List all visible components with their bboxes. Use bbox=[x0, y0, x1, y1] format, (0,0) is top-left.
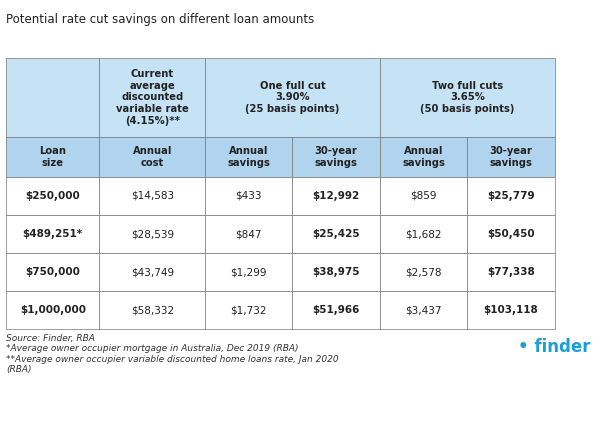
Text: $489,251*: $489,251* bbox=[23, 229, 83, 239]
FancyBboxPatch shape bbox=[205, 177, 292, 215]
Text: Annual
savings: Annual savings bbox=[227, 146, 270, 168]
FancyBboxPatch shape bbox=[292, 215, 380, 253]
Text: Two full cuts
3.65%
(50 basis points): Two full cuts 3.65% (50 basis points) bbox=[420, 81, 514, 114]
Text: • finder: • finder bbox=[519, 338, 591, 356]
FancyBboxPatch shape bbox=[99, 253, 205, 291]
FancyBboxPatch shape bbox=[380, 253, 467, 291]
Text: Current
average
discounted
variable rate
(4.15%)**: Current average discounted variable rate… bbox=[116, 69, 189, 125]
FancyBboxPatch shape bbox=[205, 58, 380, 137]
FancyBboxPatch shape bbox=[205, 291, 292, 329]
FancyBboxPatch shape bbox=[6, 177, 99, 215]
Text: $77,338: $77,338 bbox=[487, 267, 535, 277]
Text: Potential rate cut savings on different loan amounts: Potential rate cut savings on different … bbox=[6, 13, 314, 26]
Text: $2,578: $2,578 bbox=[405, 267, 442, 277]
Text: $12,992: $12,992 bbox=[312, 191, 360, 201]
Text: $103,118: $103,118 bbox=[484, 305, 538, 315]
Text: $43,749: $43,749 bbox=[131, 267, 174, 277]
Text: Loan
size: Loan size bbox=[39, 146, 66, 168]
FancyBboxPatch shape bbox=[205, 137, 292, 177]
FancyBboxPatch shape bbox=[99, 58, 205, 137]
FancyBboxPatch shape bbox=[99, 177, 205, 215]
FancyBboxPatch shape bbox=[292, 291, 380, 329]
Text: $14,583: $14,583 bbox=[131, 191, 174, 201]
Text: $38,975: $38,975 bbox=[312, 267, 360, 277]
FancyBboxPatch shape bbox=[467, 253, 555, 291]
Text: $3,437: $3,437 bbox=[405, 305, 442, 315]
Text: $750,000: $750,000 bbox=[25, 267, 80, 277]
FancyBboxPatch shape bbox=[99, 137, 205, 177]
Text: $1,682: $1,682 bbox=[405, 229, 442, 239]
Text: 30-year
savings: 30-year savings bbox=[490, 146, 532, 168]
Text: $250,000: $250,000 bbox=[25, 191, 80, 201]
FancyBboxPatch shape bbox=[292, 177, 380, 215]
Text: One full cut
3.90%
(25 basis points): One full cut 3.90% (25 basis points) bbox=[245, 81, 339, 114]
FancyBboxPatch shape bbox=[6, 253, 99, 291]
FancyBboxPatch shape bbox=[99, 291, 205, 329]
FancyBboxPatch shape bbox=[292, 137, 380, 177]
FancyBboxPatch shape bbox=[467, 137, 555, 177]
Text: $58,332: $58,332 bbox=[131, 305, 174, 315]
FancyBboxPatch shape bbox=[205, 253, 292, 291]
FancyBboxPatch shape bbox=[205, 215, 292, 253]
Text: $433: $433 bbox=[236, 191, 262, 201]
FancyBboxPatch shape bbox=[292, 253, 380, 291]
FancyBboxPatch shape bbox=[380, 58, 555, 137]
FancyBboxPatch shape bbox=[380, 291, 467, 329]
Text: Annual
cost: Annual cost bbox=[133, 146, 172, 168]
Text: 30-year
savings: 30-year savings bbox=[315, 146, 358, 168]
FancyBboxPatch shape bbox=[467, 291, 555, 329]
FancyBboxPatch shape bbox=[99, 215, 205, 253]
Text: $51,966: $51,966 bbox=[312, 305, 360, 315]
FancyBboxPatch shape bbox=[380, 215, 467, 253]
Text: $28,539: $28,539 bbox=[131, 229, 174, 239]
FancyBboxPatch shape bbox=[467, 215, 555, 253]
FancyBboxPatch shape bbox=[6, 215, 99, 253]
Text: $1,000,000: $1,000,000 bbox=[20, 305, 86, 315]
Text: $25,779: $25,779 bbox=[487, 191, 535, 201]
Text: $50,450: $50,450 bbox=[487, 229, 535, 239]
Text: $25,425: $25,425 bbox=[312, 229, 360, 239]
Text: $1,299: $1,299 bbox=[230, 267, 267, 277]
FancyBboxPatch shape bbox=[6, 291, 99, 329]
Text: $1,732: $1,732 bbox=[230, 305, 267, 315]
FancyBboxPatch shape bbox=[380, 137, 467, 177]
FancyBboxPatch shape bbox=[380, 177, 467, 215]
FancyBboxPatch shape bbox=[6, 137, 99, 177]
Text: $859: $859 bbox=[411, 191, 437, 201]
Text: Annual
savings: Annual savings bbox=[402, 146, 445, 168]
Text: Source: Finder, RBA
*Average owner occupier mortgage in Australia, Dec 2019 (RBA: Source: Finder, RBA *Average owner occup… bbox=[6, 334, 339, 374]
Text: $847: $847 bbox=[236, 229, 262, 239]
FancyBboxPatch shape bbox=[467, 177, 555, 215]
FancyBboxPatch shape bbox=[6, 58, 99, 137]
